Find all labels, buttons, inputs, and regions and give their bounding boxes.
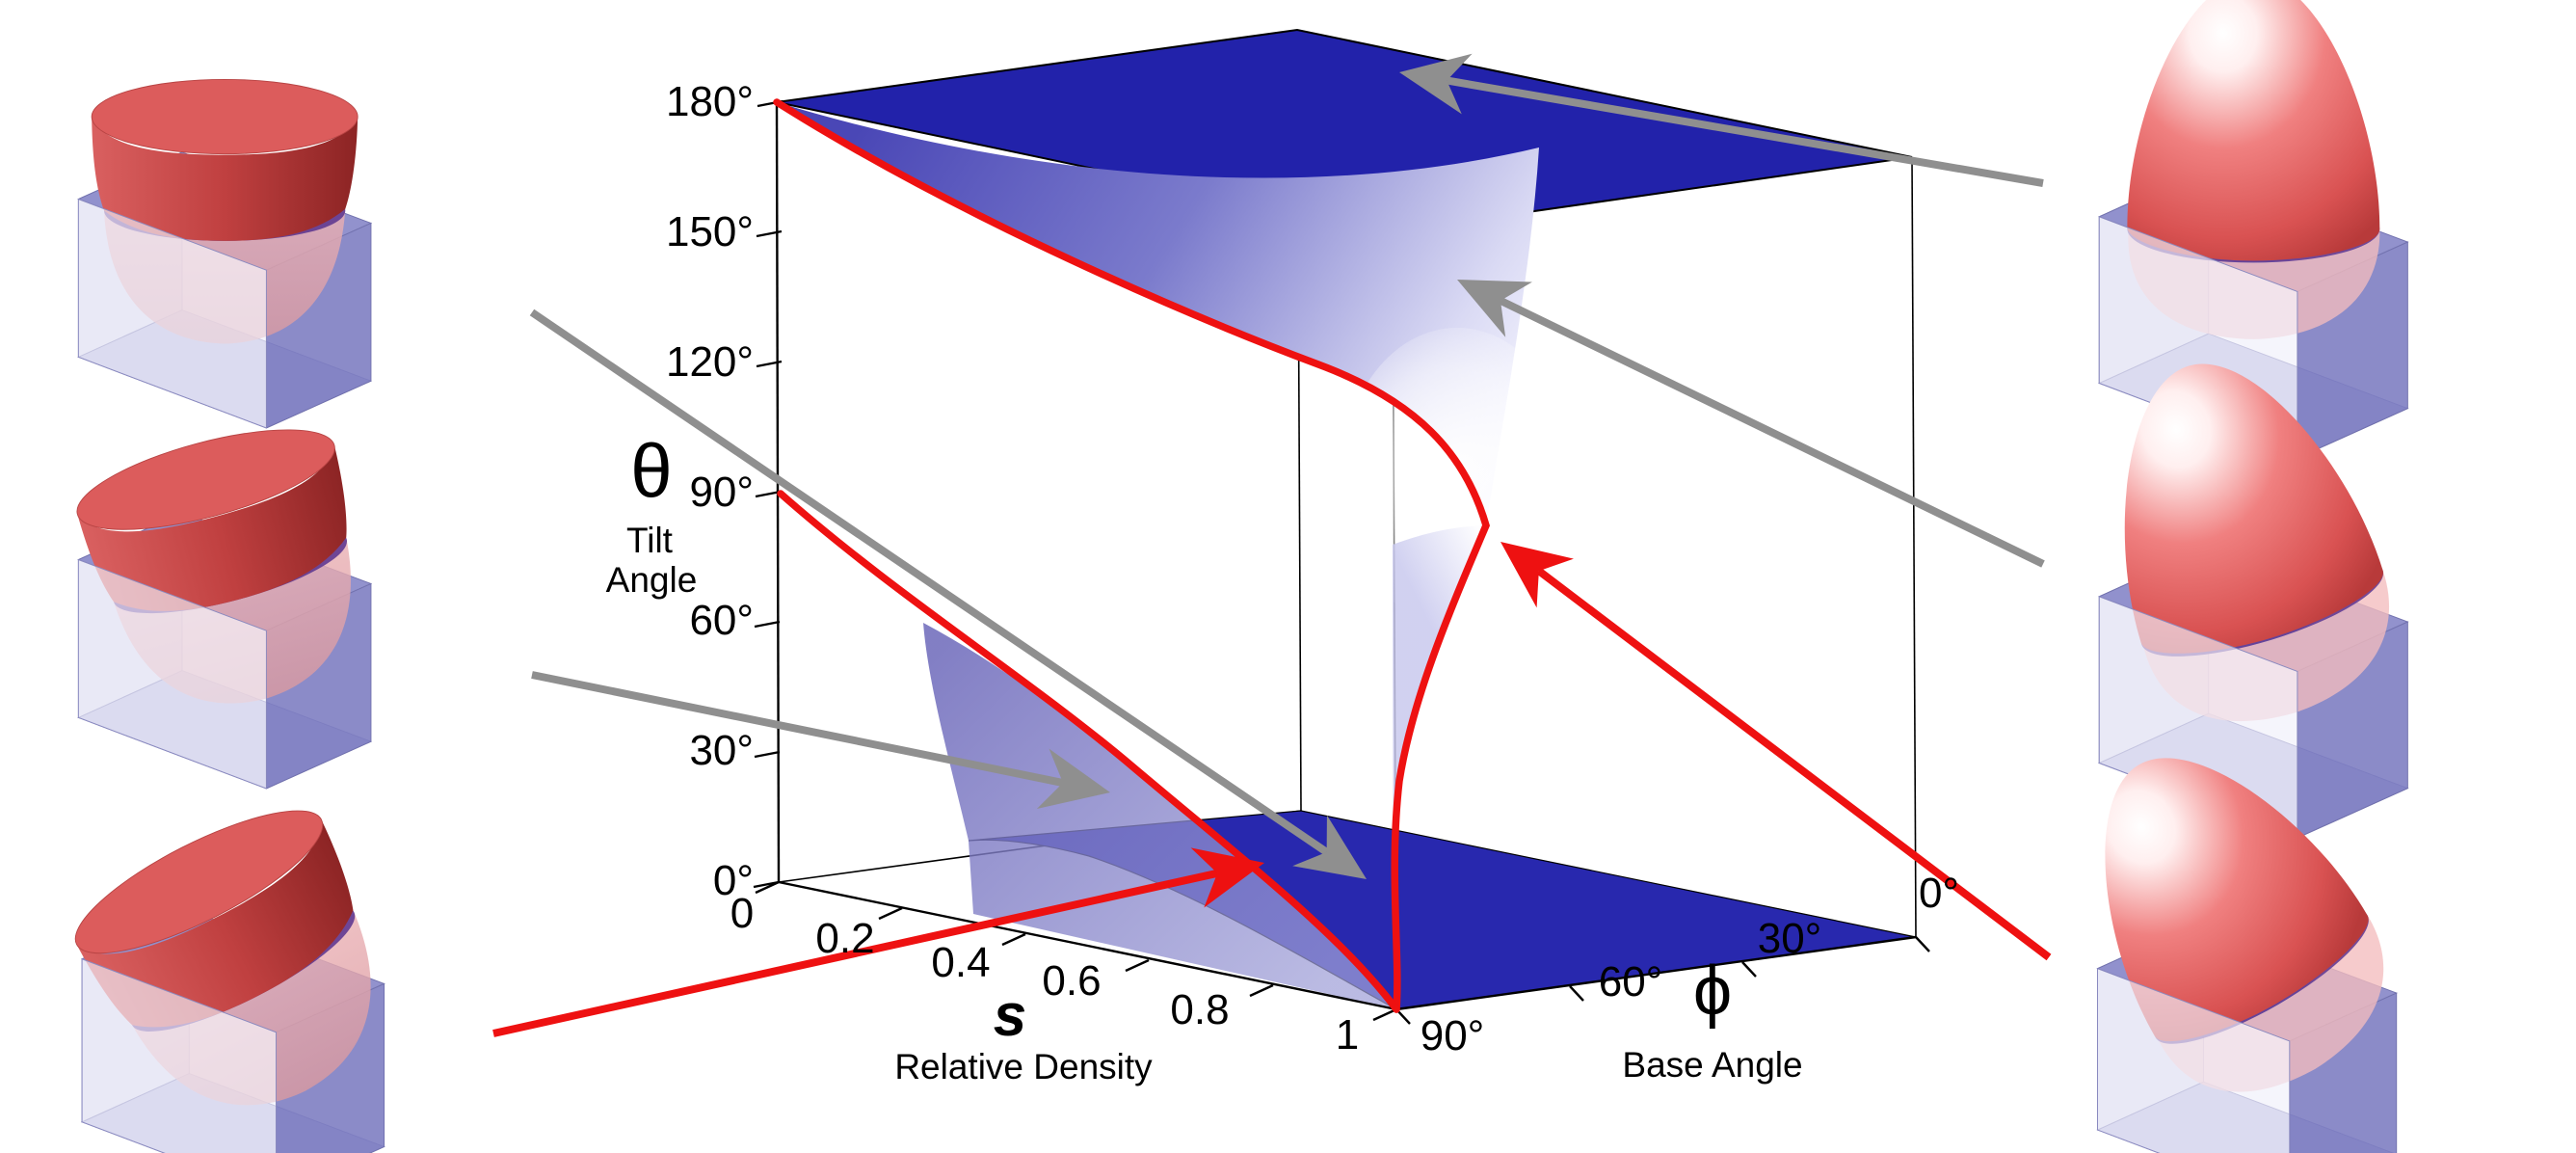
gray-arrow-pit-upright-to-lower-plane bbox=[529, 308, 1367, 879]
pit-outer-wall bbox=[92, 117, 359, 241]
theta-tick-label: 180° bbox=[666, 78, 754, 125]
phi-ticks bbox=[1395, 936, 1930, 1025]
pit-outer-wall bbox=[77, 819, 354, 1028]
gray-arrow-bump-upright-to-upper-plane bbox=[1399, 53, 2044, 187]
s-tick-label: 0.2 bbox=[815, 915, 874, 962]
inset-scene bbox=[76, 429, 373, 790]
axis-tick-labels: 180° 150° 120° 90° 60° 30° 0° 0 0.2 0.4 … bbox=[666, 78, 1959, 1059]
box-front-face bbox=[77, 198, 267, 429]
arrow-shaft bbox=[529, 308, 1329, 856]
bump-dome-body bbox=[2124, 363, 2383, 654]
theta-axis-symbol: θ bbox=[630, 428, 672, 513]
inset-scene bbox=[74, 810, 385, 1153]
phi-tick-label: 90° bbox=[1421, 1012, 1485, 1059]
theta-tick-label: 90° bbox=[689, 469, 754, 516]
s-axis bbox=[778, 880, 1397, 1011]
plot-3d: 180° 150° 120° 90° 60° 30° 0° 0 0.2 0.4 … bbox=[492, 28, 2052, 1086]
red-arrow-bump-to-cusp bbox=[1500, 542, 2052, 961]
pit-rim-top bbox=[91, 78, 359, 155]
theta-tick-label: 150° bbox=[666, 208, 754, 255]
phi-tick-label: 0° bbox=[1919, 870, 1959, 917]
critical-curve-surface bbox=[773, 98, 1490, 1013]
red-arrow-pit-to-critical-curve bbox=[492, 847, 1264, 1037]
box-front-face bbox=[2097, 968, 2291, 1153]
inset-paraboloid-pit-upright bbox=[77, 78, 373, 429]
theta-tick-label: 120° bbox=[666, 338, 754, 386]
inset-scene bbox=[2097, 0, 2409, 459]
arrow-head bbox=[1292, 815, 1367, 879]
arrow-head bbox=[1036, 748, 1110, 809]
inset-scene bbox=[77, 78, 373, 429]
arrow-shaft bbox=[492, 869, 1219, 1037]
theta-axis-title-line1: Tilt bbox=[626, 521, 674, 560]
critical-curves bbox=[773, 98, 1490, 1013]
pit-rim-top bbox=[74, 810, 324, 954]
inset-paraboloid-bump-upright bbox=[2097, 0, 2409, 459]
arrow-shaft bbox=[1446, 76, 2044, 187]
s-axis-symbol: s bbox=[994, 982, 1026, 1049]
s-tick-label: 0.8 bbox=[1170, 986, 1229, 1033]
s-tick-label: 1 bbox=[1336, 1011, 1359, 1059]
arrow-shaft bbox=[1536, 568, 2052, 961]
box-front-face bbox=[81, 958, 277, 1153]
s-axis-title: Relative Density bbox=[894, 1047, 1153, 1086]
gray-arrow-pit-tilted-to-wall-region bbox=[531, 671, 1110, 809]
arrow-head bbox=[1457, 280, 1532, 337]
box-front-face bbox=[77, 558, 267, 790]
box-edge-vertical-right bbox=[1911, 156, 1917, 938]
theta-axis-title-line2: Angle bbox=[606, 560, 698, 600]
s-tick-label: 0.4 bbox=[931, 939, 990, 986]
pit-rim-top bbox=[76, 429, 335, 530]
phi-axis-title: Base Angle bbox=[1622, 1045, 1802, 1085]
theta-tick-label: 0° bbox=[713, 857, 754, 904]
s-tick-label: 0.6 bbox=[1042, 957, 1101, 1005]
s-ticks bbox=[755, 880, 1397, 1022]
pit-outer-wall bbox=[77, 444, 347, 611]
phi-tick-label: 30° bbox=[1758, 915, 1822, 962]
theta-tick-label: 60° bbox=[689, 597, 754, 644]
inset-scene bbox=[2096, 758, 2398, 1153]
arrow-shaft bbox=[1499, 297, 2045, 568]
phi-axis-symbol: ϕ bbox=[1693, 952, 1732, 1030]
inset-paraboloid-pit-strongly-tilted bbox=[74, 810, 385, 1153]
inset-paraboloid-bump-strongly-tilted bbox=[2096, 758, 2398, 1153]
bump-dome-body bbox=[2105, 758, 2369, 1042]
theta-ticks bbox=[753, 99, 783, 889]
phi-axis bbox=[1395, 935, 1917, 1011]
arrow-head bbox=[1190, 847, 1264, 908]
critical-curve-wall bbox=[777, 490, 1400, 1013]
arrow-shaft bbox=[531, 671, 1064, 787]
theta-tick-label: 30° bbox=[689, 727, 754, 774]
annotation-arrows bbox=[492, 53, 2052, 1037]
critical-surface-lower-sliver bbox=[1393, 525, 1486, 1009]
s-tick-label: 0 bbox=[730, 890, 754, 937]
gray-arrow-bump-tilted-to-critical-surface bbox=[1457, 280, 2045, 568]
arrow-head bbox=[1500, 542, 1574, 608]
bump-dome-body bbox=[2127, 0, 2380, 261]
phi-tick-label: 60° bbox=[1599, 958, 1663, 1006]
arrow-head bbox=[1399, 53, 1473, 115]
axis-titles: θ Tilt Angle s Relative Density ϕ Base A… bbox=[606, 428, 1803, 1086]
inset-paraboloid-pit-tilted bbox=[76, 429, 373, 790]
